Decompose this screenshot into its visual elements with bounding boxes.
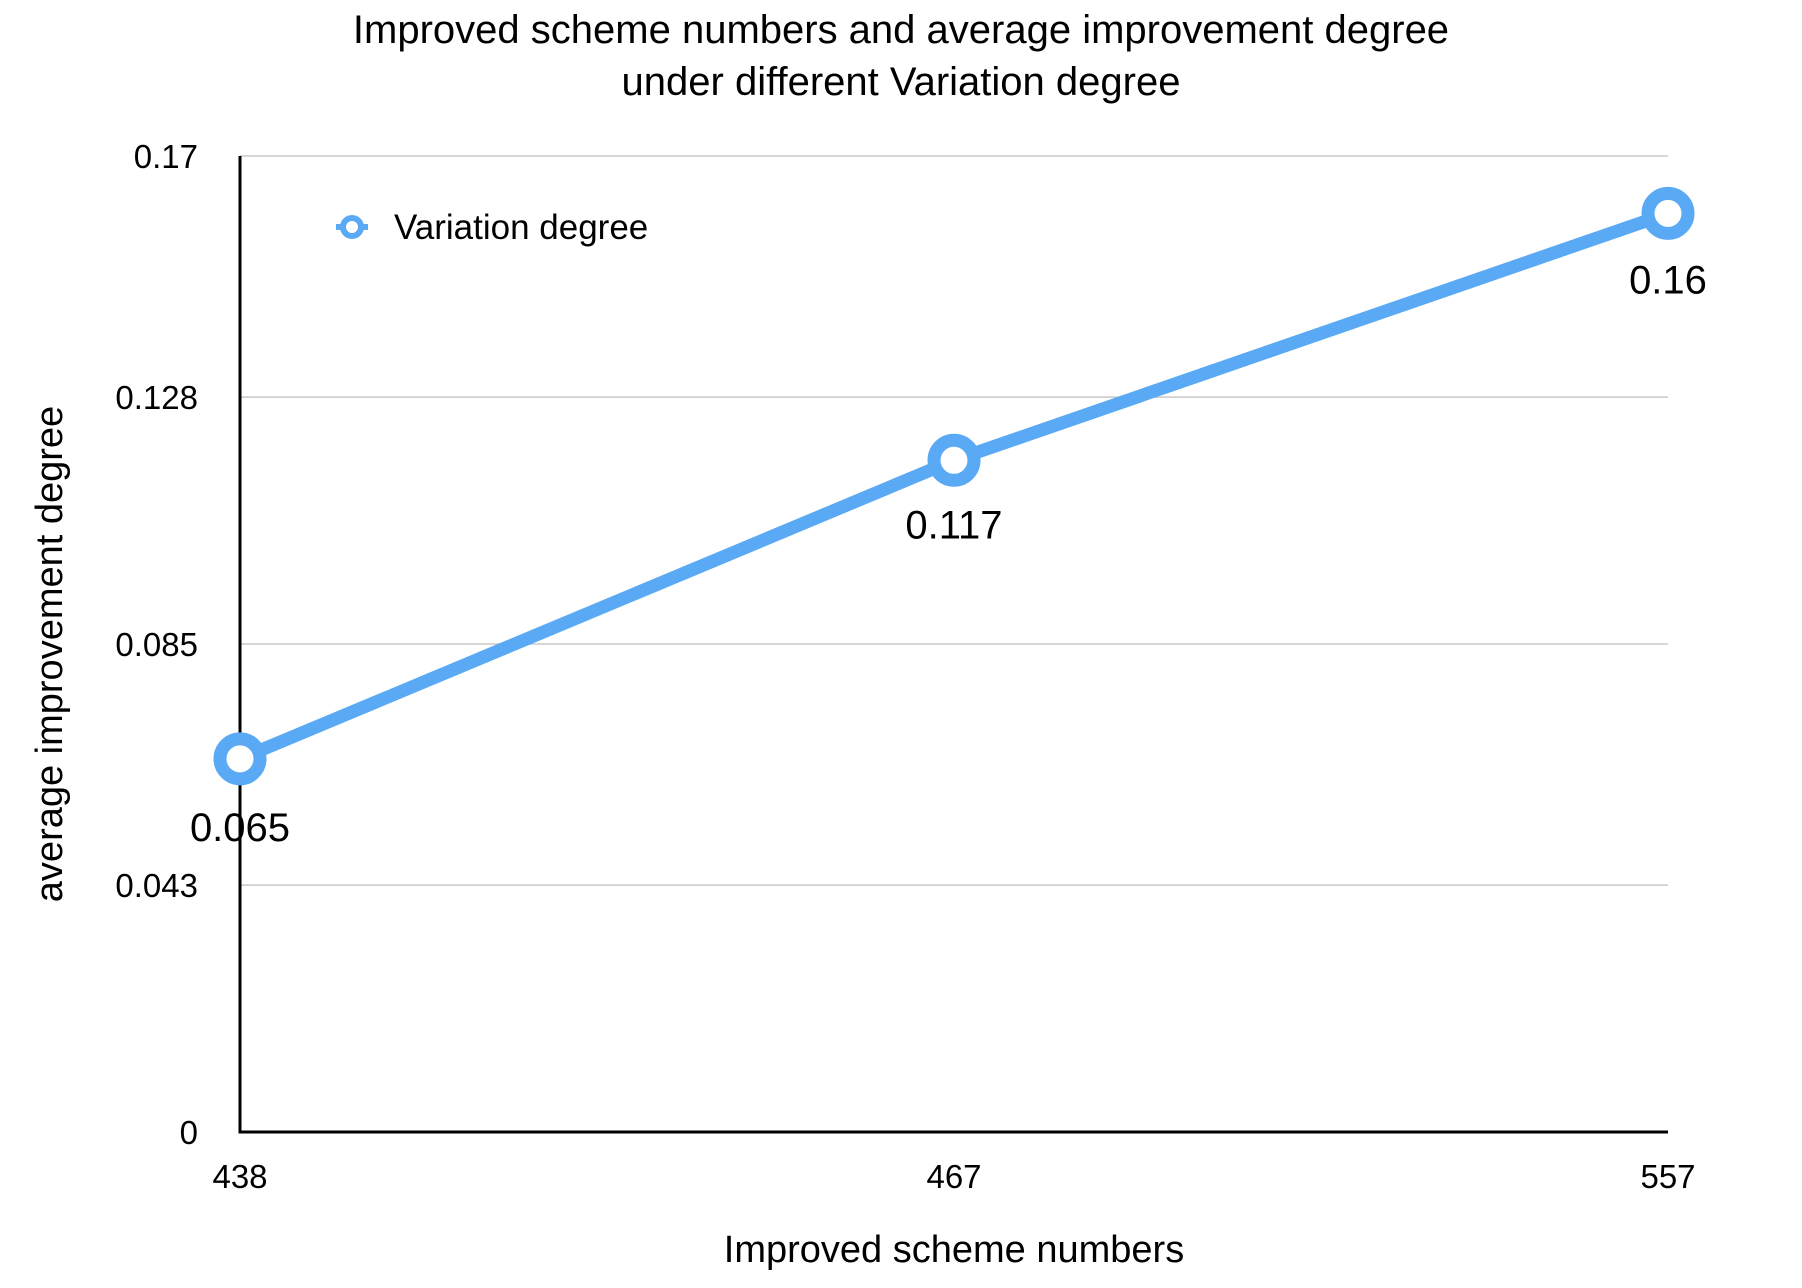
legend-marker-swatch (340, 215, 364, 239)
x-axis-tick-labels: 438 467 557 (212, 1158, 1695, 1195)
chart-title: Improved scheme numbers and average impr… (0, 4, 1802, 108)
gridlines (240, 155, 1668, 886)
data-label: 0.065 (190, 806, 290, 850)
data-point-marker (927, 433, 981, 487)
y-tick-label: 0.043 (115, 867, 198, 904)
chart-title-line-2: under different Variation degree (621, 60, 1181, 104)
series-layer: 0.065 0.117 0.16 (190, 186, 1707, 850)
legend: Variation degree (336, 208, 648, 247)
y-axis-title: average improvement degree (29, 406, 71, 902)
data-label: 0.117 (905, 503, 1002, 547)
y-tick-label: 0 (180, 1114, 198, 1151)
data-point-marker (1641, 186, 1695, 240)
data-point-marker (213, 732, 267, 786)
chart-title-line-1: Improved scheme numbers and average impr… (352, 8, 1450, 52)
data-label: 0.16 (1629, 258, 1707, 302)
x-tick-label: 467 (926, 1158, 981, 1195)
x-tick-label: 557 (1640, 1158, 1695, 1195)
y-axis-tick-labels: 0 0.043 0.085 0.128 0.17 (115, 138, 198, 1151)
y-tick-label: 0.085 (115, 626, 198, 663)
y-tick-label: 0.17 (134, 138, 198, 175)
legend-label: Variation degree (394, 208, 648, 247)
x-tick-label: 438 (212, 1158, 267, 1195)
x-axis-title: Improved scheme numbers (724, 1229, 1184, 1271)
y-tick-label: 0.128 (115, 379, 198, 416)
